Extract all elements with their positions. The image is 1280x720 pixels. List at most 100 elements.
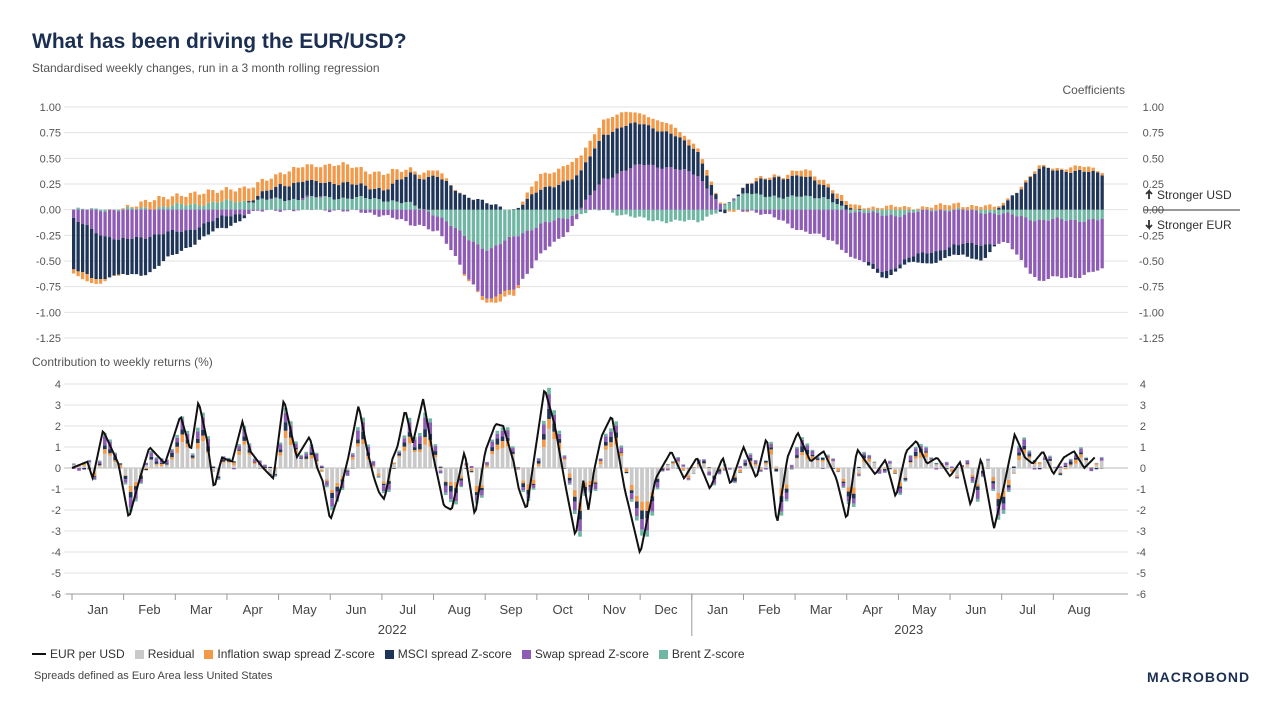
contrib-bar-inflation — [232, 462, 236, 466]
x-tick-label: Jul — [399, 602, 416, 617]
contrib-bar-msci — [490, 447, 495, 452]
coef-bar-inflation — [754, 177, 758, 182]
contrib-bar-inflation — [108, 453, 112, 456]
contrib-bar-msci — [846, 491, 851, 497]
y-tick-left: -0.25 — [36, 230, 61, 242]
contrib-bar-msci — [1079, 452, 1083, 455]
coef-bar-swap — [521, 233, 525, 279]
coef-bar-inflation — [211, 190, 215, 202]
coef-bar-swap — [157, 209, 161, 235]
coef-bar-msci — [521, 204, 525, 210]
coef-bar-swap — [1046, 220, 1050, 279]
coef-bar-brent — [80, 208, 85, 210]
coef-bar-inflation — [682, 135, 687, 141]
contrib-bar-inflation — [707, 467, 711, 468]
coef-bar-brent — [1046, 209, 1050, 221]
brent-swatch-icon — [658, 649, 668, 659]
contrib-bar-inflation — [722, 468, 727, 470]
contrib-bar-brent — [996, 515, 1001, 520]
coef-bar-brent — [911, 209, 916, 213]
contrib-bar-inflation — [552, 431, 557, 440]
coef-bar-msci — [660, 131, 664, 169]
contrib-bar-residual — [164, 464, 169, 468]
contrib-bar-swap — [758, 469, 763, 472]
coef-bar-swap — [642, 165, 646, 210]
coef-bar-inflation — [624, 111, 628, 126]
coef-bar-brent — [139, 207, 143, 210]
coef-bar-swap — [615, 173, 619, 210]
coef-bar-swap — [678, 169, 682, 210]
contrib-bar-swap — [381, 485, 386, 492]
coef-bar-swap — [655, 167, 660, 210]
coef-bar-swap — [458, 230, 462, 265]
coef-bar-swap — [498, 244, 502, 295]
y-tick-left: -4 — [51, 547, 61, 559]
y-tick-right: 3 — [1140, 400, 1146, 412]
coef-bar-msci — [323, 182, 327, 197]
coef-bar-msci — [494, 204, 498, 210]
coef-bar-inflation — [399, 171, 404, 180]
coef-bar-msci — [584, 162, 588, 200]
coef-bar-msci — [152, 234, 157, 269]
coef-bar-brent — [934, 209, 938, 212]
coef-bar-swap — [898, 217, 902, 265]
contrib-bar-residual — [826, 460, 830, 468]
coef-bar-msci — [700, 163, 705, 182]
contrib-bar-msci — [645, 510, 649, 519]
coef-bar-inflation — [723, 203, 727, 204]
coef-bar-swap — [251, 209, 255, 211]
coef-bar-msci — [1028, 177, 1032, 210]
y-tick-left: 3 — [55, 400, 61, 412]
coef-bar-msci — [381, 190, 386, 202]
contrib-bar-msci — [815, 458, 820, 460]
coef-bar-swap — [76, 209, 80, 222]
contrib-bar-residual — [273, 468, 278, 475]
y-tick-left: 1 — [55, 442, 61, 454]
coef-bar-msci — [211, 221, 215, 232]
coef-bar-msci — [813, 180, 817, 199]
coef-bar-brent — [363, 198, 368, 210]
contrib-bar-brent — [304, 451, 309, 454]
coef-bar-inflation — [965, 207, 970, 210]
contrib-bar-swap — [314, 453, 319, 460]
contrib-bar-msci — [330, 492, 334, 499]
coef-bar-inflation — [804, 169, 808, 177]
coef-bar-inflation — [669, 124, 673, 134]
coef-bar-swap — [557, 217, 561, 239]
coef-bar-inflation — [265, 180, 269, 191]
contrib-bar-residual — [784, 468, 789, 485]
contrib-bar-residual — [133, 468, 138, 483]
coef-bar-inflation — [938, 203, 943, 210]
chart-title: What has been driving the EUR/USD? — [32, 30, 407, 53]
contrib-bar-swap — [511, 448, 515, 452]
coef-bar-msci — [1024, 182, 1028, 210]
coef-bar-brent — [166, 207, 170, 210]
contrib-bar-residual — [423, 444, 427, 468]
coef-bar-inflation — [705, 170, 709, 176]
contrib-bar-msci — [201, 429, 205, 436]
contrib-bar-swap — [428, 422, 433, 434]
contrib-bar-residual — [356, 446, 360, 468]
coef-bar-inflation — [417, 174, 422, 179]
coef-bar-msci — [530, 194, 534, 210]
coef-bar-inflation — [857, 205, 862, 209]
coef-bar-brent — [368, 199, 372, 210]
contrib-bar-brent — [201, 412, 205, 418]
contrib-bar-residual — [944, 465, 949, 468]
y-tick-right: -4 — [1136, 547, 1146, 559]
contrib-bar-brent — [748, 453, 753, 455]
contrib-bar-swap — [841, 483, 846, 487]
coef-bar-brent — [292, 198, 296, 210]
contrib-bar-residual — [965, 465, 970, 468]
coef-bar-msci — [907, 257, 911, 263]
contrib-bar-residual — [206, 453, 210, 468]
coef-bar-brent — [1042, 209, 1046, 220]
coef-bar-brent — [813, 198, 817, 210]
contrib-bar-swap — [319, 465, 324, 468]
contrib-bar-msci — [118, 463, 123, 465]
contrib-bar-inflation — [480, 485, 484, 488]
coef-bar-brent — [781, 198, 785, 210]
coef-bar-inflation — [1100, 173, 1104, 176]
contrib-bar-swap — [325, 481, 329, 486]
y-tick-left: -6 — [51, 589, 61, 601]
